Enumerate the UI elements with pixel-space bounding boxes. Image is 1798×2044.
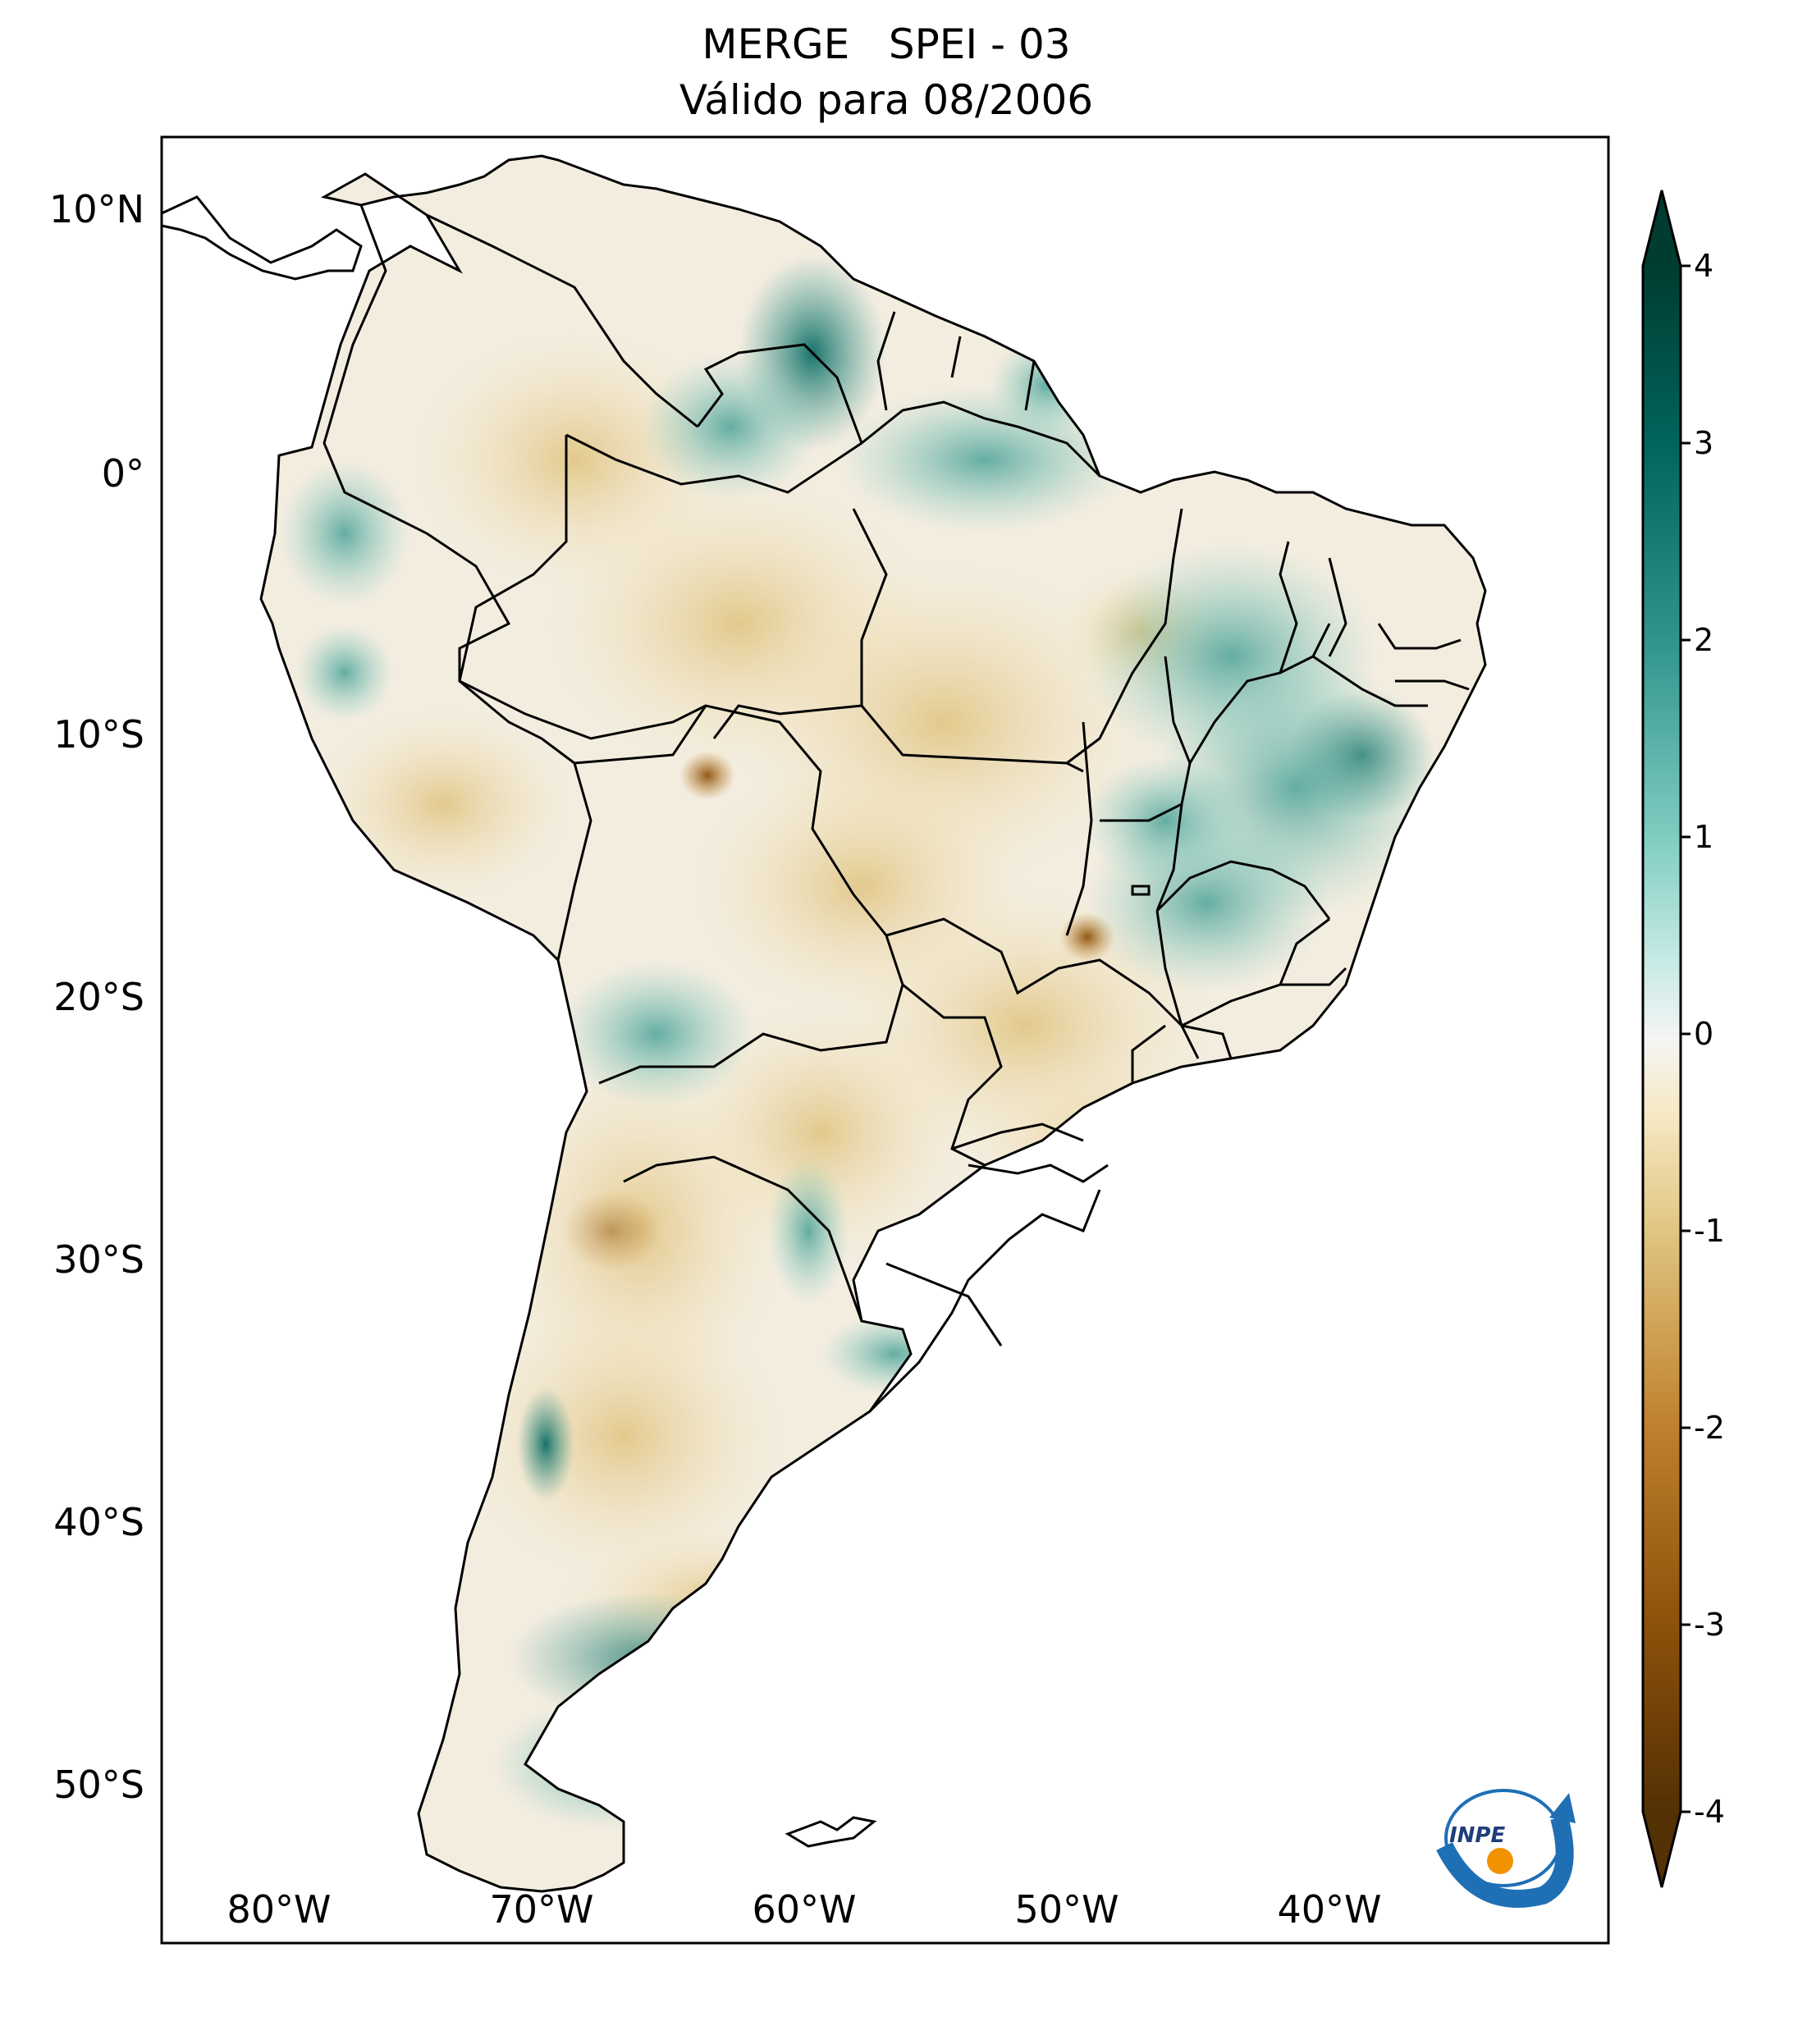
lat-label-40s: 40°S	[53, 1500, 144, 1544]
lon-label-60w: 60°W	[752, 1887, 857, 1932]
colorbar-tick-3: 3	[1694, 425, 1714, 461]
falkland-islands-outline	[785, 1816, 877, 1848]
map-title-line2: Válido para 08/2006	[679, 76, 1094, 124]
lon-label-70w: 70°W	[489, 1887, 594, 1932]
inpe-logo	[1436, 1789, 1576, 1908]
colorbar-tick-minus-2: -2	[1694, 1410, 1725, 1446]
lon-label-80w: 80°W	[226, 1887, 332, 1932]
colorbar-tick-minus-4: -4	[1694, 1794, 1725, 1830]
lat-label-10n: 10°N	[49, 187, 144, 231]
colorbar-tick-minus-1: -1	[1694, 1213, 1725, 1249]
inpe-logo-orange-dot	[1487, 1848, 1513, 1874]
continent-outline	[259, 154, 1487, 1893]
lon-label-40w: 40°W	[1277, 1887, 1382, 1932]
colorbar-gradient	[1643, 266, 1681, 1812]
lat-label-50s: 50°S	[53, 1763, 144, 1807]
map-title-line1: MERGE SPEI - 03	[702, 21, 1071, 68]
inpe-logo-text: INPE	[1449, 1823, 1506, 1848]
colorbar-extend-top	[1643, 190, 1681, 266]
colorbar	[1641, 190, 1690, 1888]
colorbar-tick-0: 0	[1694, 1016, 1714, 1052]
lat-label-0: 0°	[101, 451, 144, 496]
colorbar-tick-minus-3: -3	[1694, 1607, 1725, 1643]
colorbar-tick-2: 2	[1694, 622, 1714, 658]
map-frame	[160, 135, 1610, 1945]
borders	[323, 204, 1470, 1413]
colorbar-ticks	[1681, 264, 1690, 1813]
lon-label-50w: 50°W	[1014, 1887, 1119, 1932]
colorbar-tick-4: 4	[1694, 248, 1714, 284]
inpe-logo-swoosh	[1436, 1815, 1574, 1908]
central-america-outline	[161, 195, 363, 281]
inpe-logo-arrow	[1549, 1793, 1576, 1823]
lat-label-30s: 30°S	[53, 1237, 144, 1282]
lat-label-10s: 10°S	[53, 712, 144, 757]
lat-label-20s: 20°S	[53, 975, 144, 1019]
colorbar-tick-1: 1	[1694, 819, 1714, 855]
colorbar-extend-bottom	[1643, 1812, 1681, 1887]
